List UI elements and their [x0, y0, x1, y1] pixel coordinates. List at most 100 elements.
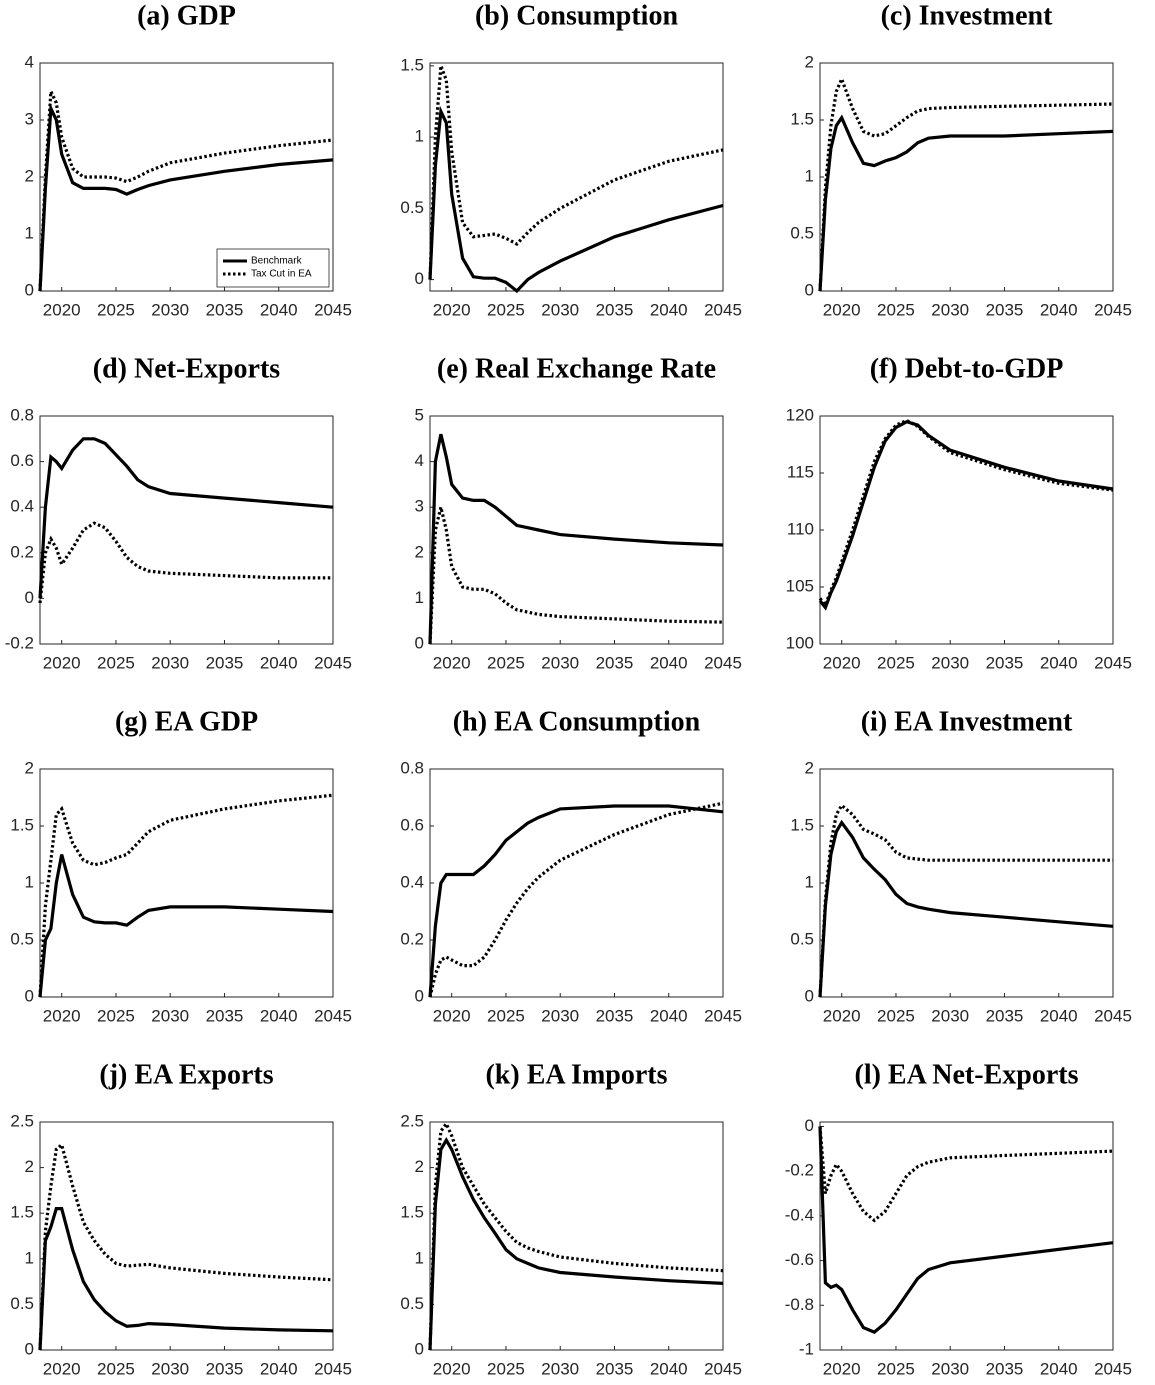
y-tick-label: 1.5 — [790, 815, 814, 834]
x-tick-label: 2030 — [931, 653, 969, 672]
x-tick-label: 2020 — [433, 1006, 471, 1025]
x-tick-label: 2020 — [43, 1359, 81, 1378]
y-tick-label: 1.5 — [400, 1203, 424, 1222]
x-tick-label: 2025 — [877, 1006, 915, 1025]
plot-frame — [819, 1121, 1114, 1351]
x-tick-label: 2030 — [151, 1006, 189, 1025]
legend-label: Benchmark — [251, 256, 303, 267]
y-tick-label: 100 — [786, 633, 814, 652]
x-tick-label: 2030 — [541, 1006, 579, 1025]
y-tick-label: 0 — [415, 986, 424, 1005]
series-line — [818, 418, 1114, 609]
series-line — [818, 1126, 1114, 1334]
y-tick-label: 0 — [805, 1116, 814, 1135]
series-line — [818, 114, 1114, 292]
y-tick-label: 0.5 — [400, 198, 424, 217]
plot-frame — [39, 415, 334, 645]
y-tick-label: 1 — [805, 166, 814, 185]
x-tick-label: 2025 — [487, 1359, 525, 1378]
x-tick-label: 2035 — [206, 300, 244, 319]
y-tick-label: 0.8 — [10, 405, 34, 424]
x-tick-label: 2035 — [596, 1006, 634, 1025]
series-line — [818, 819, 1114, 998]
x-tick-label: 2020 — [433, 1359, 471, 1378]
x-tick-label: 2020 — [823, 300, 861, 319]
chart-title: (k) EA Imports — [485, 1059, 667, 1090]
plot-frame — [39, 1121, 334, 1351]
x-tick-label: 2035 — [596, 300, 634, 319]
y-tick-label: 0.5 — [10, 929, 34, 948]
x-tick-label: 2040 — [1040, 653, 1078, 672]
x-tick-label: 2020 — [823, 1359, 861, 1378]
plot-frame — [429, 768, 724, 998]
y-tick-label: -0.8 — [785, 1295, 814, 1314]
chart-title: (d) Net-Exports — [93, 353, 281, 384]
chart-title: (j) EA Exports — [99, 1059, 273, 1090]
y-tick-label: 1.5 — [10, 815, 34, 834]
x-tick-label: 2025 — [97, 1359, 135, 1378]
x-tick-label: 2045 — [704, 1359, 742, 1378]
x-tick-label: 2045 — [1094, 300, 1132, 319]
y-tick-label: 1 — [415, 1248, 424, 1267]
y-tick-label: 4 — [415, 451, 424, 470]
x-tick-label: 2040 — [650, 653, 688, 672]
chart-title: (a) GDP — [137, 0, 236, 31]
y-tick-label: 115 — [787, 462, 814, 481]
chart-title: (g) EA GDP — [115, 706, 258, 737]
series-line — [428, 801, 724, 998]
x-tick-label: 2045 — [704, 300, 742, 319]
y-tick-label: 2 — [25, 1157, 34, 1176]
x-tick-label: 2020 — [43, 653, 81, 672]
x-tick-label: 2040 — [1040, 1359, 1078, 1378]
y-tick-label: 0.5 — [790, 929, 814, 948]
x-tick-label: 2030 — [541, 300, 579, 319]
x-tick-label: 2045 — [704, 653, 742, 672]
chart-title: (f) Debt-to-GDP — [870, 353, 1064, 384]
y-tick-label: 3 — [415, 497, 424, 516]
x-tick-label: 2045 — [1094, 1359, 1132, 1378]
x-tick-label: 2040 — [650, 300, 688, 319]
y-tick-label: -0.2 — [785, 1161, 814, 1180]
x-tick-label: 2020 — [43, 1006, 81, 1025]
x-tick-label: 2025 — [877, 653, 915, 672]
x-tick-label: 2030 — [541, 653, 579, 672]
plot-frame — [819, 62, 1114, 292]
y-tick-label: 1 — [415, 127, 424, 146]
y-tick-label: 0 — [805, 280, 814, 299]
y-tick-label: 0.6 — [10, 451, 34, 470]
series-line — [38, 1206, 334, 1351]
x-tick-label: 2045 — [314, 1359, 352, 1378]
chart-title: (b) Consumption — [475, 0, 678, 31]
x-tick-label: 2040 — [1040, 300, 1078, 319]
y-tick-label: 0 — [415, 269, 424, 288]
x-tick-label: 2045 — [1094, 653, 1132, 672]
series-line — [38, 102, 334, 292]
x-tick-label: 2040 — [650, 1359, 688, 1378]
x-tick-label: 2040 — [260, 300, 298, 319]
x-tick-label: 2040 — [650, 1006, 688, 1025]
x-tick-label: 2025 — [97, 300, 135, 319]
series-line — [818, 1126, 1114, 1223]
y-tick-label: 1.5 — [400, 55, 424, 74]
series-line — [428, 804, 724, 998]
x-tick-label: 2020 — [433, 300, 471, 319]
y-tick-label: 1.5 — [790, 109, 814, 128]
y-tick-label: 2 — [805, 758, 814, 777]
y-tick-label: -0.6 — [785, 1250, 814, 1269]
y-tick-label: 120 — [786, 405, 814, 424]
y-tick-label: 1 — [805, 872, 814, 891]
x-tick-label: 2045 — [704, 1006, 742, 1025]
legend-label: Tax Cut in EA — [251, 269, 312, 280]
x-tick-label: 2020 — [823, 653, 861, 672]
y-tick-label: 0.4 — [400, 872, 424, 891]
y-tick-label: 1 — [25, 1248, 34, 1267]
plot-frame — [429, 1121, 724, 1351]
series-line — [428, 105, 724, 294]
series-line — [38, 854, 334, 998]
y-tick-label: 0 — [25, 1339, 34, 1358]
plot-frame — [429, 415, 724, 645]
x-tick-label: 2045 — [314, 300, 352, 319]
y-tick-label: 0.2 — [10, 542, 34, 561]
x-tick-label: 2025 — [97, 1006, 135, 1025]
x-tick-label: 2030 — [541, 1359, 579, 1378]
